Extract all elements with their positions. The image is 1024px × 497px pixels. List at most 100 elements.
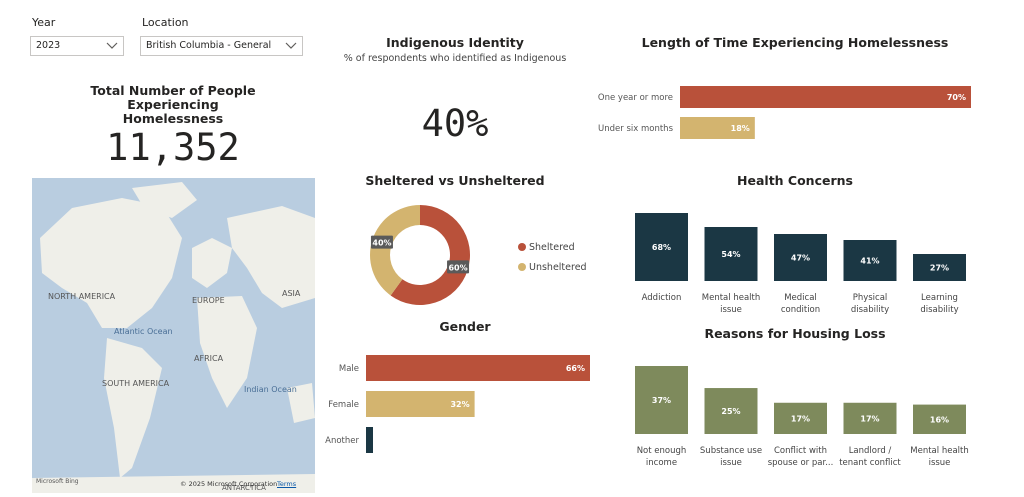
data-label: 27% — [930, 264, 949, 273]
bar — [843, 240, 897, 281]
location-select[interactable]: British Columbia - General — [140, 36, 303, 56]
category-label: Medical — [784, 293, 817, 303]
data-label: 54% — [721, 250, 740, 259]
total-value: 11,352 — [106, 126, 240, 169]
category-label: tenant conflict — [839, 458, 901, 468]
data-label: 40% — [372, 239, 391, 248]
data-label-bg — [370, 235, 393, 249]
category-label: condition — [781, 305, 820, 315]
category-label: Substance use — [700, 446, 762, 456]
map-label: ANTARCTICA — [222, 484, 266, 492]
bar — [366, 427, 373, 453]
category-label: Female — [328, 400, 359, 410]
total-title-line: Total Number of People — [90, 83, 256, 98]
category-label: issue — [720, 305, 742, 315]
legend-label: Unsheltered — [529, 262, 587, 273]
category-label: Addiction — [642, 293, 682, 303]
health-title: Health Concerns — [737, 173, 853, 188]
data-label: 37% — [652, 396, 671, 405]
category-label: disability — [851, 305, 889, 315]
indigenous-title: Indigenous Identity — [386, 35, 524, 50]
location-select-value: British Columbia - General — [146, 40, 272, 51]
bar — [704, 227, 758, 281]
category-label: Conflict with — [774, 446, 827, 456]
category-label: spouse or par... — [768, 458, 834, 468]
category-label: Male — [339, 364, 359, 374]
sheltered-chart: 60% 40% Sheltered Unsheltered — [370, 205, 587, 305]
legend-marker — [518, 263, 526, 271]
bar — [366, 391, 475, 417]
category-label: income — [646, 458, 677, 468]
total-title-line: Homelessness — [122, 111, 224, 126]
map-label: Atlantic Ocean — [114, 327, 173, 336]
sheltered-title: Sheltered vs Unsheltered — [365, 173, 545, 188]
bar — [704, 388, 758, 434]
year-filter-label: Year — [32, 16, 56, 29]
bar — [366, 355, 590, 381]
data-label: 66% — [566, 364, 585, 373]
map-label: AFRICA — [194, 354, 224, 363]
data-label: 32% — [450, 400, 469, 409]
data-label: 17% — [860, 414, 879, 423]
category-label: disability — [920, 305, 958, 315]
category-label: Learning — [921, 293, 958, 303]
bar — [635, 213, 688, 281]
legend-marker — [518, 243, 526, 251]
category-label: Landlord / — [849, 446, 892, 456]
length-title: Length of Time Experiencing Homelessness — [641, 35, 949, 50]
map-label: NORTH AMERICA — [48, 292, 116, 301]
category-label: Physical — [853, 293, 888, 303]
health-chart: 68% Addiction 54% Mental health issue 47% Medi… — [635, 213, 966, 315]
bar — [680, 117, 755, 139]
total-title-line: Experiencing — [127, 97, 219, 112]
map-attribution: © 2025 Microsoft Corporation — [180, 480, 278, 488]
data-label: 41% — [860, 257, 879, 266]
bar — [774, 402, 827, 434]
map-label: Indian Ocean — [244, 385, 297, 394]
category-label: Not enough — [637, 446, 687, 456]
map-canvas — [32, 178, 315, 493]
gender-title: Gender — [439, 319, 491, 334]
gender-chart: Male 66% Female 32% Another — [325, 355, 590, 453]
map-label: ASIA — [282, 289, 301, 298]
donut-slice — [390, 205, 470, 305]
indigenous-subtitle: % of respondents who identified as Indig… — [343, 53, 567, 64]
bing-logo: Microsoft Bing — [36, 478, 79, 485]
legend-label: Sheltered — [529, 242, 575, 253]
category-label: Mental health — [910, 446, 968, 456]
data-label: 68% — [652, 243, 671, 252]
data-label: 47% — [791, 254, 810, 263]
category-label: Mental health — [702, 293, 760, 303]
map-label: SOUTH AMERICA — [102, 379, 170, 388]
map-terms-link[interactable]: Terms — [277, 480, 297, 488]
data-label: 18% — [731, 124, 750, 133]
length-chart: One year or more 70% Under six months 18% — [598, 86, 971, 139]
data-label: 16% — [930, 415, 949, 424]
year-select-value: 2023 — [36, 40, 61, 51]
bar — [635, 366, 688, 434]
chevron-down-icon — [285, 42, 297, 49]
year-select[interactable]: 2023 — [30, 36, 124, 56]
data-label: 60% — [448, 263, 467, 272]
category-label: Another — [325, 436, 359, 446]
reasons-chart: 37% Not enough income 25% Substance use issue… — [635, 366, 969, 468]
chevron-down-icon — [106, 42, 118, 49]
category-label: One year or more — [598, 93, 673, 103]
category-label: issue — [929, 458, 951, 468]
bar — [843, 402, 897, 434]
donut-slice — [370, 205, 420, 296]
category-label: issue — [720, 458, 742, 468]
total-title: Total Number of People Experiencing Home… — [60, 84, 286, 126]
indigenous-value: 40% — [421, 102, 489, 145]
data-label-bg — [447, 260, 470, 274]
bar — [774, 234, 827, 281]
location-filter-label: Location — [142, 16, 189, 29]
category-label: Under six months — [598, 124, 674, 134]
world-map[interactable]: NORTH AMERICA EUROPE ASIA Atlantic Ocean… — [32, 178, 315, 493]
bar — [913, 254, 966, 281]
bar — [913, 404, 966, 434]
data-label: 17% — [791, 414, 810, 423]
data-label: 70% — [947, 93, 966, 102]
bar — [680, 86, 971, 108]
data-label: 25% — [721, 407, 740, 416]
